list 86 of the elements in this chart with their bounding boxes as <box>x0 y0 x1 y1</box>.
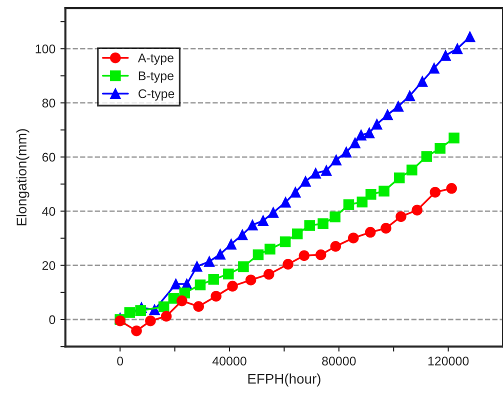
point <box>160 310 172 322</box>
point <box>320 165 332 176</box>
point <box>394 172 405 184</box>
y-tick-label: 60 <box>42 152 56 162</box>
point <box>406 164 418 176</box>
legend-label: A-type <box>138 54 174 65</box>
point <box>210 290 222 302</box>
x-tick-label: 40000 <box>212 356 246 366</box>
point <box>245 274 256 286</box>
point <box>416 76 428 87</box>
point <box>131 325 142 336</box>
point <box>145 315 156 326</box>
point <box>372 118 382 130</box>
point <box>330 240 341 252</box>
point <box>356 196 368 208</box>
point <box>310 168 322 179</box>
point <box>343 199 354 210</box>
point <box>348 232 359 244</box>
point <box>366 189 376 200</box>
point <box>330 154 342 166</box>
point <box>290 186 301 198</box>
point <box>214 248 226 260</box>
point <box>446 183 457 194</box>
point <box>176 295 188 306</box>
point <box>340 146 352 158</box>
legend-label: C-type <box>138 89 174 101</box>
y-tick-label: 100 <box>36 44 56 54</box>
point <box>356 130 366 140</box>
point <box>192 261 202 272</box>
point <box>378 186 390 197</box>
x-tick-label: 80000 <box>322 356 356 366</box>
y-tick-label: 80 <box>42 98 56 108</box>
point <box>124 307 136 318</box>
point <box>292 228 303 240</box>
point <box>448 132 460 144</box>
point <box>330 211 340 222</box>
point <box>434 142 446 154</box>
y-axis-title: Elongation(mm) <box>16 129 30 226</box>
point <box>304 220 316 231</box>
point <box>430 186 441 198</box>
point <box>170 278 182 290</box>
point <box>236 229 248 240</box>
point <box>135 305 146 316</box>
point <box>382 109 393 120</box>
point <box>268 207 279 218</box>
x-tick-label: 0 <box>117 356 124 366</box>
x-axis-title: EFPH(hour) <box>248 374 320 386</box>
point <box>298 250 310 261</box>
point <box>223 268 234 280</box>
point <box>421 151 432 162</box>
point <box>280 196 291 208</box>
y-tick-label: 40 <box>42 206 56 216</box>
x-tick-label: 120000 <box>428 356 469 366</box>
point <box>300 176 311 187</box>
y-tick-label: 20 <box>42 261 56 270</box>
point <box>226 238 237 250</box>
point <box>264 244 276 254</box>
point <box>194 279 206 290</box>
point <box>428 62 440 74</box>
point <box>258 215 269 226</box>
point <box>396 211 406 222</box>
legend-label: B-type <box>138 72 174 83</box>
point <box>315 249 326 260</box>
point <box>364 128 375 138</box>
point <box>264 268 274 280</box>
point <box>318 218 328 230</box>
point <box>464 31 476 42</box>
point <box>227 280 238 292</box>
point <box>282 258 294 270</box>
point <box>380 222 392 234</box>
point <box>208 274 220 285</box>
point <box>412 204 422 216</box>
point <box>392 100 404 112</box>
point <box>247 220 258 230</box>
point <box>404 90 416 102</box>
point <box>364 226 376 238</box>
point <box>238 261 249 272</box>
point <box>158 301 170 312</box>
point <box>193 301 204 312</box>
y-tick-label: 0 <box>49 315 56 324</box>
point <box>452 43 463 54</box>
point <box>252 249 264 260</box>
point <box>440 50 451 61</box>
point <box>350 138 360 148</box>
point <box>280 236 291 248</box>
point <box>204 256 215 267</box>
